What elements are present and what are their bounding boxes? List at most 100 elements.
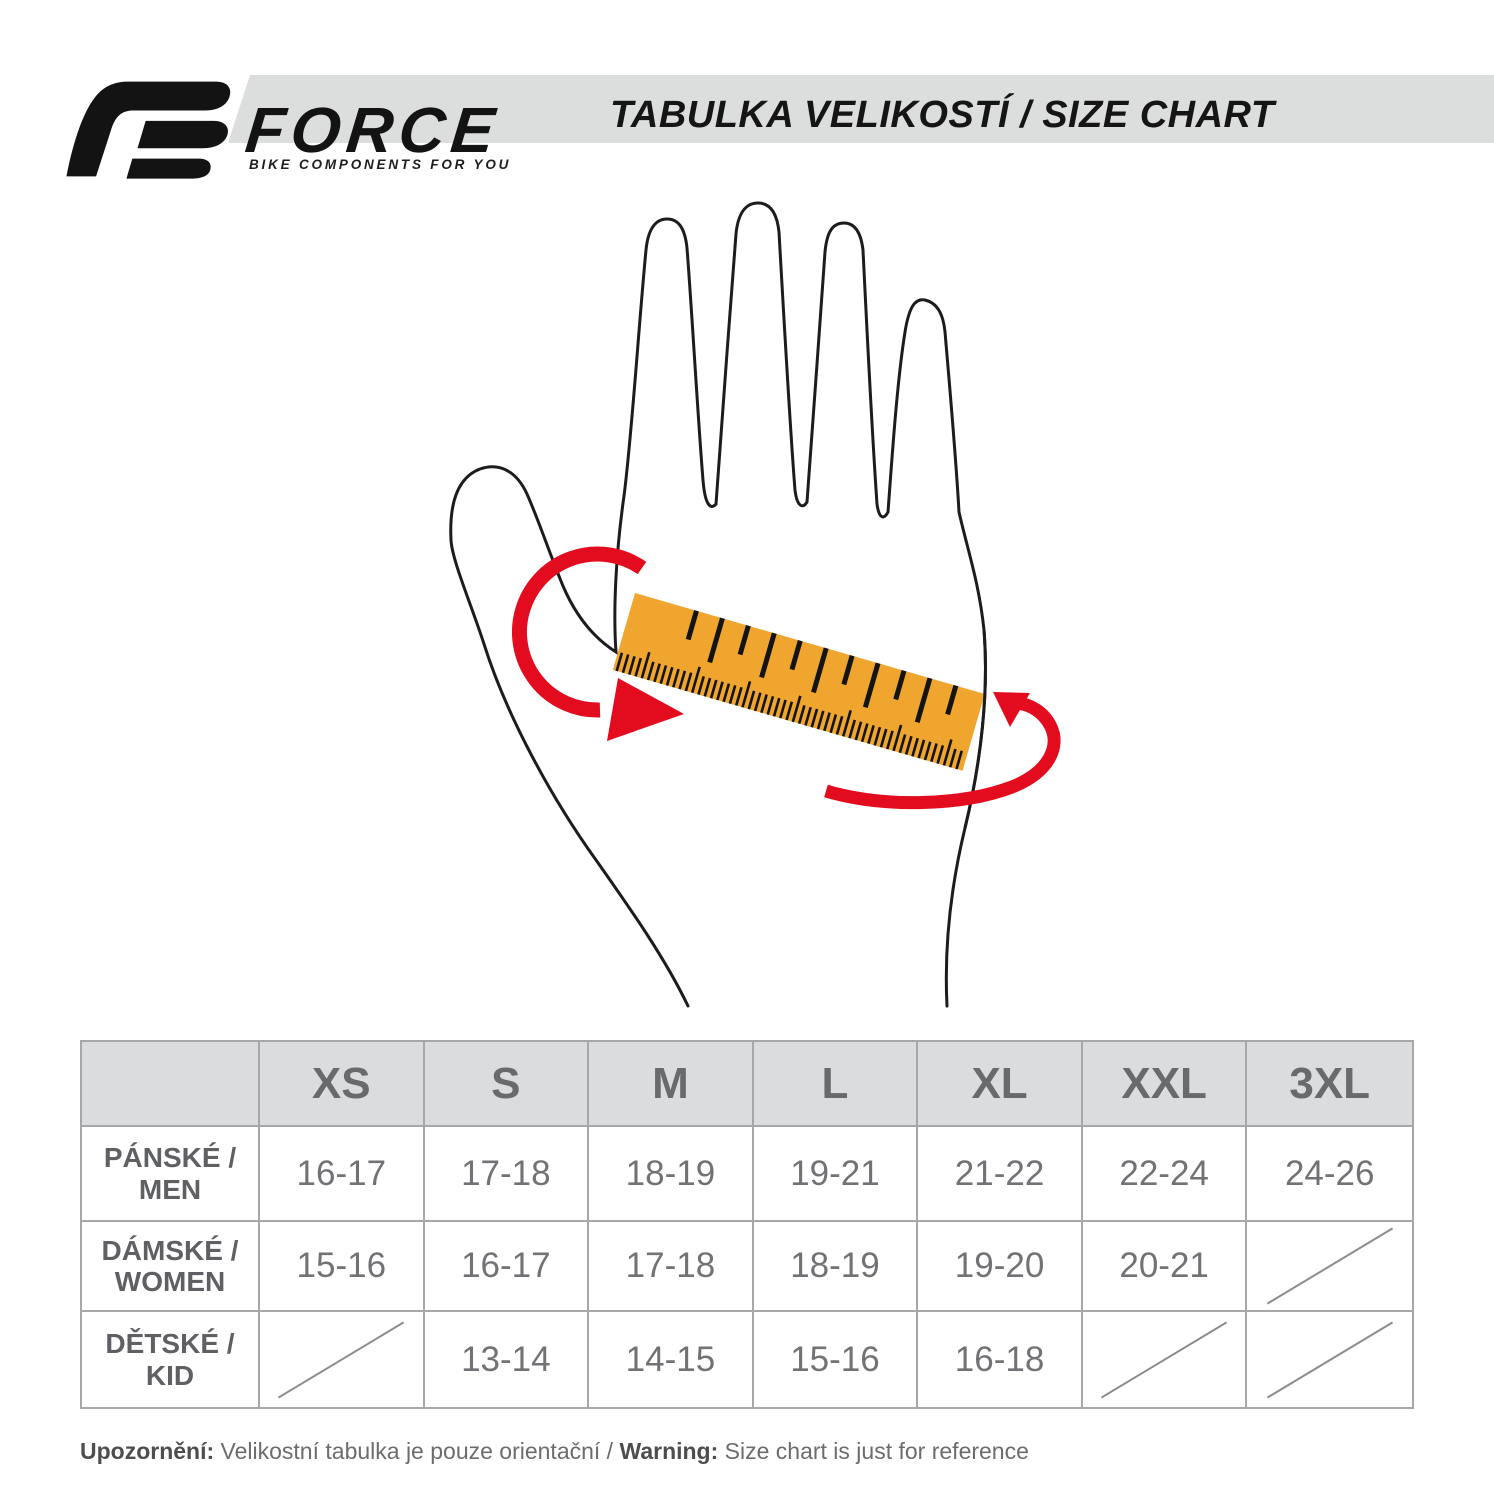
table-cell: 19-21	[753, 1127, 919, 1222]
cell-value: 17-18	[461, 1153, 551, 1193]
ruler-tick	[893, 669, 907, 701]
table-cell: 18-19	[589, 1127, 754, 1222]
table-cell: 18-19	[753, 1222, 919, 1312]
ruler-tick	[785, 701, 794, 721]
table-cell: 16-18	[918, 1312, 1083, 1407]
footer-note-text-en: Size chart is just for reference	[724, 1438, 1029, 1464]
hand-outline	[449, 201, 987, 1008]
ruler-tick	[860, 723, 869, 743]
ruler-tick	[945, 684, 959, 716]
size-table: XS S M L XL XXL 3XL PÁNSKÉ / MEN 16-17 1…	[80, 1040, 1414, 1409]
ruler-tick	[835, 715, 844, 735]
table-cell: 17-18	[424, 1127, 590, 1222]
cell-value: 16-18	[954, 1339, 1045, 1379]
table-cell: 20-21	[1082, 1222, 1248, 1312]
ruler-tick	[862, 662, 881, 709]
size-column-header: XXL	[1082, 1042, 1248, 1127]
ruler-tick	[779, 699, 787, 719]
cell-value: 15-16	[790, 1339, 880, 1379]
ruler-tick	[659, 665, 668, 685]
table-cell	[1247, 1222, 1412, 1312]
cell-value: 18-19	[790, 1246, 880, 1285]
ruler-ticks-major	[685, 610, 959, 724]
title-band	[228, 75, 1494, 143]
ruler-tick	[841, 654, 855, 686]
ruler-tick	[867, 725, 875, 744]
table-cell: 15-16	[754, 1312, 919, 1407]
ruler-tick	[841, 710, 852, 737]
ruler-tick	[917, 739, 926, 759]
ruler-tick	[634, 657, 643, 677]
table-cell: 15-16	[260, 1222, 425, 1312]
ruler-tick	[621, 654, 630, 674]
ruler-tick	[734, 686, 743, 706]
ruler-tick	[737, 625, 751, 656]
ruler-tick	[930, 743, 938, 763]
ruler-tick	[627, 655, 636, 675]
ruler-tick	[823, 712, 831, 732]
cell-value: 13-14	[461, 1339, 551, 1379]
ruler-tick	[684, 672, 693, 692]
not-available-slash	[1266, 1227, 1393, 1305]
ruler-tick	[854, 721, 863, 741]
table-cell	[1083, 1312, 1248, 1407]
ruler-tick	[810, 708, 819, 728]
ruler-tick	[772, 697, 781, 717]
cell-value: 19-21	[790, 1153, 880, 1193]
ruler-tick	[898, 734, 907, 754]
ruler-tick	[690, 666, 701, 694]
cell-value: 19-20	[954, 1246, 1045, 1285]
ruler-tick	[829, 714, 838, 734]
table-cell: 13-14	[425, 1312, 590, 1407]
ruler-tick	[672, 668, 680, 688]
ruler-body	[612, 593, 985, 771]
ruler-tick	[759, 632, 777, 679]
measure-arrow-left-icon	[512, 546, 684, 741]
table-cell: 14-15	[589, 1312, 754, 1407]
table-cell: 24-26	[1247, 1127, 1412, 1222]
ruler-tick	[797, 705, 806, 725]
ruler-tick	[789, 640, 803, 671]
cell-value: 17-18	[625, 1246, 716, 1285]
size-table-corner-cell	[82, 1042, 260, 1127]
size-column-header: M	[589, 1042, 754, 1127]
ruler-tick	[791, 695, 802, 723]
ruler-tick	[703, 677, 712, 697]
footer-note-text-cs: Velikostní tabulka je pouze orientační /	[220, 1438, 620, 1464]
not-available-slash	[278, 1321, 405, 1398]
size-column-header: L	[753, 1042, 919, 1127]
size-column-header: XS	[260, 1042, 425, 1127]
ruler-tick	[811, 647, 829, 694]
ruler	[612, 593, 985, 771]
ruler-ticks-minor	[615, 651, 964, 770]
footer-note: Upozornění: Velikostní tabulka je pouze …	[80, 1438, 1029, 1465]
cell-value: 14-15	[625, 1339, 716, 1379]
ruler-tick	[753, 692, 762, 712]
ruler-tick	[873, 726, 882, 746]
table-cell: 19-20	[918, 1222, 1083, 1312]
ruler-tick	[879, 728, 888, 748]
table-cell: 17-18	[589, 1222, 754, 1312]
cell-value: 16-17	[296, 1153, 387, 1193]
row-label-kid: DĚTSKÉ / KID	[82, 1312, 260, 1407]
cell-value: 24-26	[1284, 1153, 1375, 1193]
table-cell: 16-17	[260, 1127, 425, 1222]
ruler-tick	[722, 683, 731, 703]
ruler-tick	[804, 706, 812, 726]
force-logo-mark-icon	[66, 81, 231, 179]
footer-note-label-cs: Upozornění:	[80, 1438, 221, 1464]
ruler-tick	[848, 719, 857, 739]
table-cell: 21-22	[918, 1127, 1083, 1222]
table-cell	[260, 1312, 425, 1407]
row-label-men: PÁNSKÉ / MEN	[82, 1127, 260, 1222]
size-column-header: S	[424, 1042, 590, 1127]
footer-note-label-en: Warning:	[619, 1438, 725, 1464]
ruler-tick	[685, 610, 699, 641]
ruler-tick	[911, 737, 919, 757]
ruler-tick	[923, 741, 932, 761]
ruler-tick	[707, 617, 725, 664]
ruler-tick	[760, 694, 768, 714]
ruler-tick	[640, 651, 651, 679]
ruler-tick	[741, 680, 752, 708]
size-column-header: 3XL	[1247, 1042, 1412, 1127]
